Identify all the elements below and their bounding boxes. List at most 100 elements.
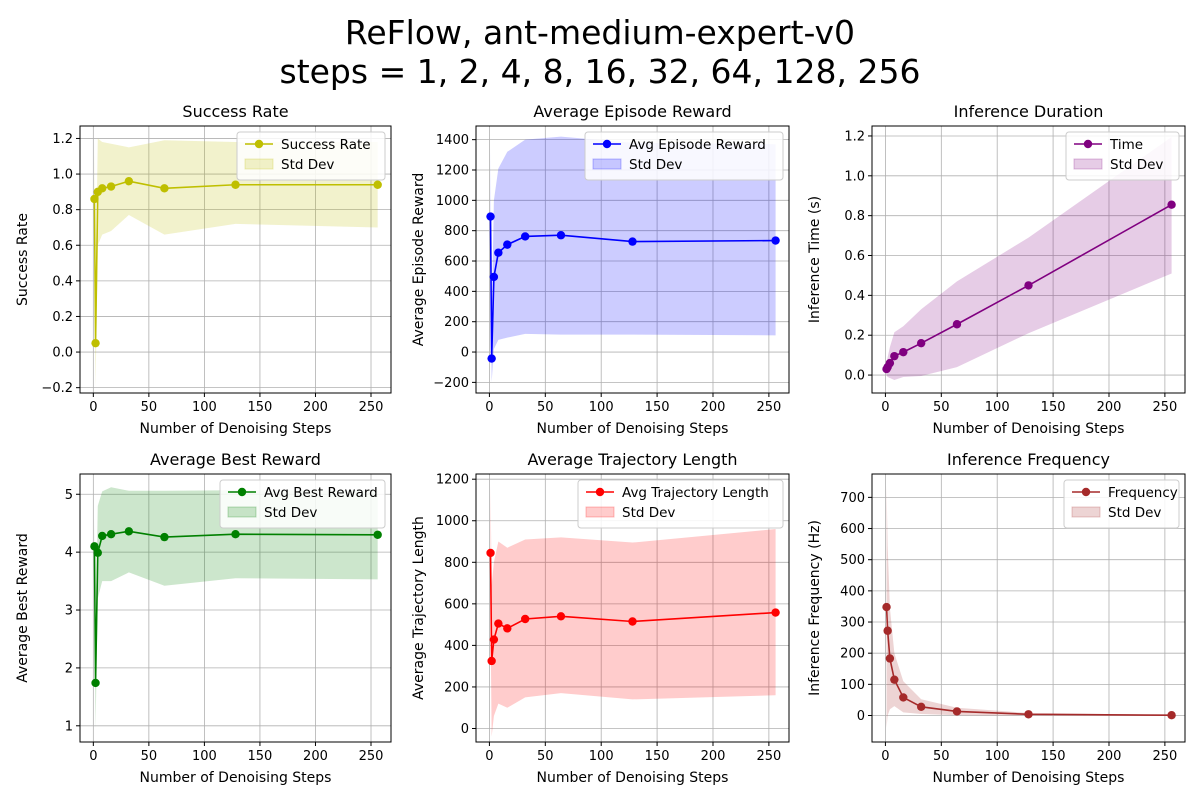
x-tick-label: 0 <box>881 749 889 764</box>
x-tick-label: 250 <box>359 749 384 764</box>
legend-band-swatch <box>1071 506 1101 518</box>
subplot-5: 0 50 100 150 200 250 0 200 400 600 800 1000 1200 Aver… <box>411 450 790 786</box>
legend: Avg Episode Reward Std Dev <box>584 131 784 181</box>
y-tick-label: 1.0 <box>844 169 865 184</box>
data-point <box>628 617 637 626</box>
y-tick-label: 400 <box>444 285 469 300</box>
data-point <box>503 240 512 249</box>
x-tick-label: 100 <box>589 400 614 415</box>
legend: Success Rate Std Dev <box>236 131 386 181</box>
data-point <box>124 176 134 186</box>
x-tick-label: 150 <box>645 749 670 764</box>
std-dev-band <box>886 136 1172 381</box>
y-tick-label: −200 <box>433 376 469 391</box>
y-tick-label: 800 <box>444 556 469 571</box>
y-tick-label: 0 <box>461 722 469 737</box>
axes-frame <box>475 473 790 743</box>
legend-label-series: Avg Trajectory Length <box>622 485 769 501</box>
y-tick-label: 600 <box>444 597 469 612</box>
data-point <box>124 527 134 536</box>
y-tick-label: 0.2 <box>52 310 73 325</box>
data-point <box>1024 710 1033 719</box>
y-tick-label: 800 <box>444 224 469 239</box>
legend-label-band: Std Dev <box>264 505 317 521</box>
data-point <box>556 612 566 621</box>
x-tick-label: 100 <box>192 749 217 764</box>
data-point <box>487 656 496 666</box>
legend: Avg Trajectory Length Std Dev <box>577 479 784 529</box>
data-point <box>890 351 899 361</box>
y-axis-label: Average Episode Reward <box>411 173 427 347</box>
y-axis-label: Inference Frequency (Hz) <box>807 520 823 696</box>
y-tick-label: 4 <box>65 546 73 561</box>
axes-frame <box>79 473 392 743</box>
x-tick-label: 50 <box>537 400 554 415</box>
data-point <box>628 237 637 246</box>
legend-box <box>219 479 386 529</box>
y-tick-label: 2 <box>65 661 73 676</box>
y-tick-label: 0.2 <box>844 329 865 344</box>
data-point <box>494 619 503 628</box>
legend-marker <box>1083 139 1093 149</box>
data-point <box>882 602 891 612</box>
subplot-title: Average Trajectory Length <box>527 450 737 469</box>
legend-band-swatch <box>585 506 615 518</box>
data-point <box>487 354 496 363</box>
legend-marker <box>602 139 612 149</box>
x-axis-label: Number of Denoising Steps <box>537 421 729 437</box>
x-tick-label: 200 <box>701 749 726 764</box>
y-tick-label: 200 <box>840 647 865 662</box>
data-point <box>90 542 99 551</box>
axes-frame <box>871 125 1186 394</box>
y-axis-label: Inference Time (s) <box>807 196 823 323</box>
legend-band-swatch <box>592 158 622 170</box>
y-tick-label: −0.2 <box>41 381 73 396</box>
x-tick-label: 200 <box>303 400 328 415</box>
data-point <box>883 626 892 635</box>
y-tick-label: 100 <box>840 678 865 693</box>
data-point <box>486 212 495 221</box>
y-axis-label: Average Best Reward <box>15 533 31 683</box>
data-point <box>952 707 962 716</box>
y-tick-label: 0.8 <box>52 203 73 218</box>
subplot-1: 0 50 100 150 200 250 −0.2 0.0 0.2 0.4 0.6 0.8 1.0 1.2… <box>15 102 392 437</box>
data-point <box>890 675 899 684</box>
legend-box <box>577 479 784 529</box>
axes-frame <box>79 125 392 394</box>
legend-label-series: Frequency <box>1108 485 1178 501</box>
y-tick-label: 500 <box>840 553 865 568</box>
data-point <box>916 702 926 711</box>
y-axis-label: Average Trajectory Length <box>411 516 427 700</box>
y-tick-label: 400 <box>840 584 865 599</box>
series-line <box>885 607 1172 716</box>
y-tick-label: 0.0 <box>844 369 865 384</box>
y-tick-label: 600 <box>444 255 469 270</box>
x-axis-label: Number of Denoising Steps <box>933 770 1125 786</box>
data-point <box>91 678 100 688</box>
y-tick-label: 1400 <box>436 133 469 148</box>
data-point <box>373 180 382 189</box>
y-tick-label: 1200 <box>436 473 469 488</box>
legend-marker <box>254 139 264 149</box>
legend: Avg Best Reward Std Dev <box>219 479 386 529</box>
x-tick-label: 200 <box>1097 749 1122 764</box>
data-point <box>98 531 107 541</box>
axes-frame <box>871 473 1186 743</box>
x-tick-label: 250 <box>1152 400 1177 415</box>
y-tick-label: 1.2 <box>844 129 865 144</box>
x-axis-label: Number of Denoising Steps <box>140 770 332 786</box>
std-dev-band <box>490 485 776 737</box>
y-tick-label: 200 <box>444 315 469 330</box>
x-tick-label: 100 <box>589 749 614 764</box>
data-point <box>885 654 895 663</box>
subplot-3: 0 50 100 150 200 250 0.0 0.2 0.4 0.6 0.8 1.0 1.2 Infe… <box>807 102 1186 437</box>
legend-label-band: Std Dev <box>1108 505 1161 521</box>
legend-label-series: Avg Best Reward <box>264 485 378 501</box>
y-tick-label: 0 <box>461 346 469 361</box>
y-tick-label: 400 <box>444 639 469 654</box>
std-dev-band <box>94 487 378 729</box>
legend-box <box>584 131 784 181</box>
x-tick-label: 250 <box>359 400 384 415</box>
x-tick-label: 200 <box>1097 400 1122 415</box>
